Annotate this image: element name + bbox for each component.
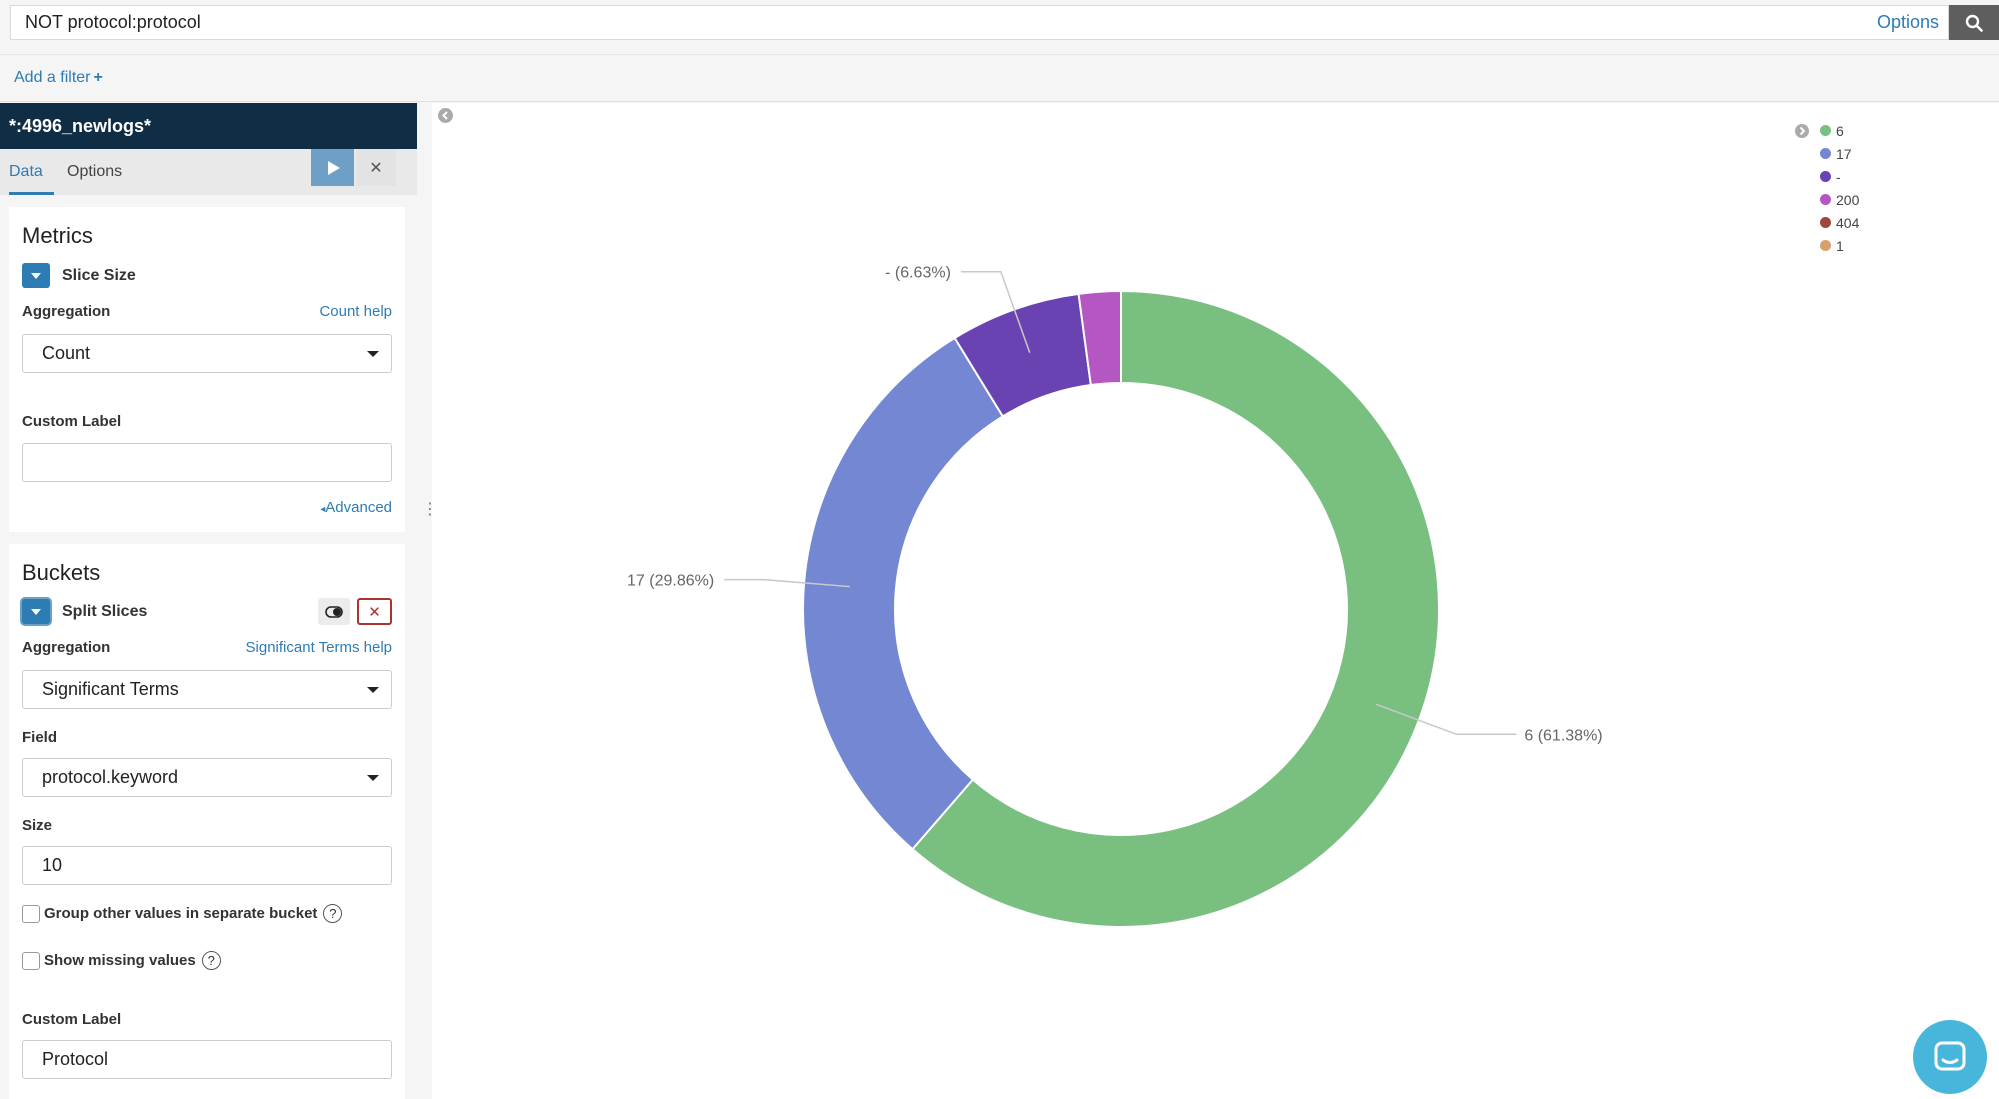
legend-item[interactable]: 200 [1820, 188, 1859, 211]
visualization-area: 6 (61.38%) 17 (29.86%) - (6.63%) 6 17 - 200 40… [432, 103, 1999, 1099]
callout-line [960, 270, 1031, 354]
tab-data[interactable]: Data [9, 149, 54, 195]
field-select[interactable]: protocol.keyword [22, 758, 392, 797]
tab-options[interactable]: Options [67, 163, 123, 180]
slice-label: 6 (61.38%) [1524, 727, 1602, 744]
show-missing-checkbox[interactable] [22, 951, 40, 970]
legend-label: - [1836, 168, 1841, 185]
chevron-down-icon [367, 775, 379, 781]
chevron-down-icon [367, 351, 379, 357]
legend-item[interactable]: 404 [1820, 211, 1859, 234]
group-other-option: Group other values in separate bucket ? [22, 904, 343, 923]
query-input[interactable]: NOT protocol:protocol [10, 5, 1949, 40]
legend-label: 404 [1836, 214, 1860, 231]
help-icon[interactable]: ? [201, 951, 221, 970]
pie-slice[interactable] [1077, 289, 1122, 387]
discard-changes-button[interactable]: ✕ [356, 149, 396, 186]
metric-aggregation-select[interactable]: Count [22, 334, 392, 373]
pie-slice[interactable] [802, 336, 1005, 851]
metric-aggregation-label: Aggregation [22, 303, 111, 320]
legend-dot [1820, 240, 1831, 251]
buckets-title: Buckets [22, 560, 101, 585]
legend-dot [1820, 171, 1831, 182]
show-missing-label: Show missing values [44, 952, 196, 969]
chat-support-button[interactable] [1913, 1020, 1987, 1094]
add-filter-label: Add a filter [14, 69, 91, 86]
add-filter-link[interactable]: Add a filter + [14, 69, 103, 87]
legend-item[interactable]: 17 [1820, 142, 1859, 165]
filter-bar: Add a filter + [0, 54, 1999, 102]
apply-changes-button[interactable] [311, 149, 354, 186]
bucket-agg-name: Split Slices [62, 603, 148, 620]
legend-label: 6 [1836, 122, 1844, 139]
help-icon[interactable]: ? [323, 904, 343, 923]
legend-dot [1820, 125, 1831, 136]
advanced-label: Advanced [325, 499, 392, 516]
field-label: Field [22, 729, 58, 746]
metric-custom-label-input[interactable] [22, 443, 392, 482]
bucket-aggregation-select[interactable]: Significant Terms [22, 670, 392, 709]
count-help-link[interactable]: Count help [319, 303, 392, 320]
size-label: Size [22, 817, 53, 834]
callout-line [1375, 703, 1517, 736]
slice-label: - (6.63%) [885, 265, 951, 282]
group-other-label: Group other values in separate bucket [44, 905, 318, 922]
bucket-aggregation-label: Aggregation [22, 639, 111, 656]
size-input[interactable]: 10 [22, 846, 392, 885]
collapse-metric-button[interactable] [22, 263, 50, 288]
significant-terms-help-link[interactable]: Significant Terms help [245, 639, 392, 656]
slice-label: 17 (29.86%) [627, 573, 714, 590]
pie-slice[interactable] [911, 289, 1440, 928]
chevron-right-circle-icon [1795, 124, 1809, 138]
callout-line [724, 578, 850, 588]
legend-dot [1820, 217, 1831, 228]
metric-custom-label-label: Custom Label [22, 413, 122, 430]
pie-chart: 6 (61.38%) 17 (29.86%) - (6.63%) [627, 265, 1603, 928]
sidebar-tabs: Data Options [0, 149, 417, 195]
bucket-custom-label-label: Custom Label [22, 1011, 122, 1028]
metrics-title: Metrics [22, 223, 93, 248]
toggle-aggregation-button[interactable] [318, 598, 350, 625]
metric-aggregation-value: Count [42, 343, 91, 363]
legend-dot [1820, 194, 1831, 205]
legend-item[interactable]: - [1820, 165, 1859, 188]
metric-agg-name: Slice Size [62, 267, 136, 284]
advanced-toggle-link[interactable]: ◂Advanced [320, 499, 392, 516]
chart-legend: 6 17 - 200 404 1 [1820, 119, 1859, 257]
editor-sidebar: *:4996_newlogs* Data Options ✕ Metrics S… [0, 103, 417, 1099]
group-other-checkbox[interactable] [22, 904, 40, 923]
index-pattern-title: *:4996_newlogs* [0, 103, 417, 149]
legend-toggle-button[interactable] [1794, 123, 1810, 144]
play-icon [327, 160, 340, 175]
chevron-down-icon [31, 272, 41, 279]
bucket-custom-label-input[interactable]: Protocol [22, 1040, 392, 1079]
query-options-link[interactable]: Options [1876, 12, 1939, 32]
search-button[interactable] [1949, 5, 1999, 40]
search-icon [1965, 14, 1983, 32]
chevron-down-icon [31, 608, 41, 615]
chevron-down-icon [367, 687, 379, 693]
legend-dot [1820, 148, 1831, 159]
legend-item[interactable]: 6 [1820, 119, 1859, 142]
buckets-panel: Buckets Split Slices ✕ Aggregation Signi… [9, 544, 405, 1099]
legend-label: 1 [1836, 237, 1844, 254]
remove-aggregation-button[interactable]: ✕ [357, 598, 392, 625]
metrics-panel: Metrics Slice Size Aggregation Count hel… [9, 207, 405, 532]
caret-left-icon: ◂ [320, 504, 326, 515]
legend-label: 200 [1836, 191, 1860, 208]
chevron-left-circle-icon [438, 108, 453, 123]
toggle-icon [325, 605, 343, 618]
legend-item[interactable]: 1 [1820, 234, 1859, 257]
field-value: protocol.keyword [42, 767, 179, 787]
bucket-aggregation-value: Significant Terms [42, 679, 179, 699]
legend-label: 17 [1836, 145, 1852, 162]
collapse-bucket-button[interactable] [22, 599, 50, 624]
chat-icon [1934, 1041, 1966, 1071]
collapse-sidebar-button[interactable] [437, 107, 454, 129]
query-bar: NOT protocol:protocol Options [0, 0, 1999, 54]
plus-icon: + [93, 69, 103, 86]
show-missing-option: Show missing values ? [22, 951, 221, 970]
